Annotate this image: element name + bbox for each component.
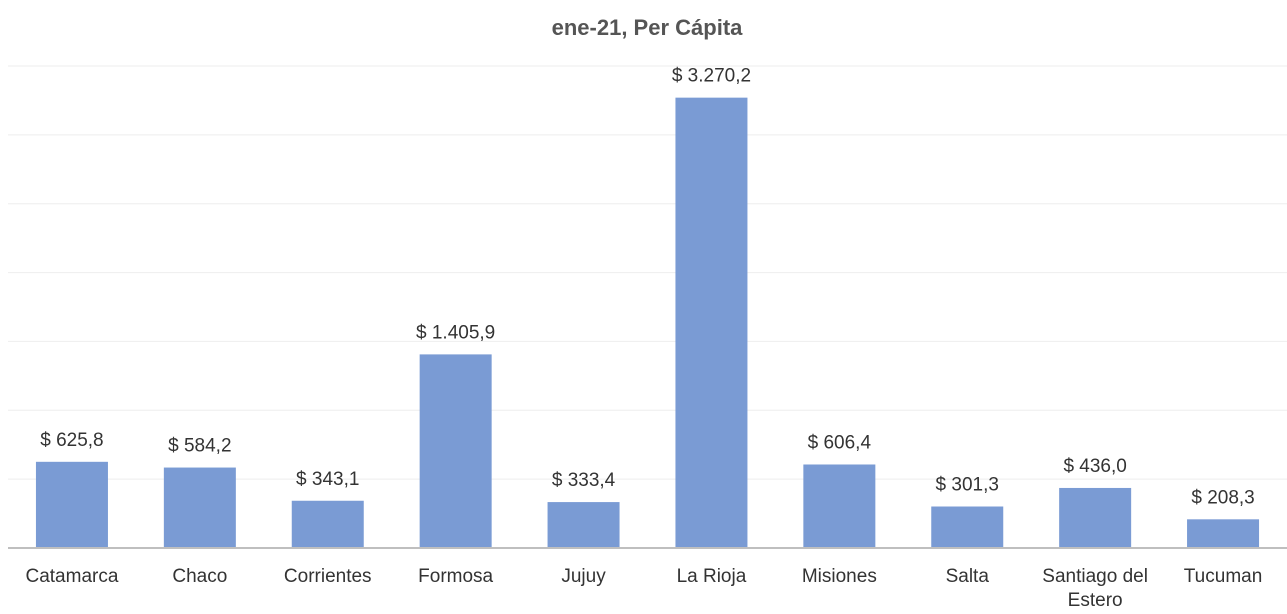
x-tick-label: La Rioja xyxy=(676,566,747,587)
data-label: $ 584,2 xyxy=(168,436,231,457)
x-tick-label: Santiago del Estero xyxy=(1042,566,1148,611)
bar xyxy=(419,354,492,548)
data-label: $ 343,1 xyxy=(296,469,359,490)
x-tick-label-box: La Rioja xyxy=(676,566,747,587)
data-label: $ 436,0 xyxy=(1063,456,1126,477)
bar xyxy=(1187,519,1260,548)
x-tick-label: Salta xyxy=(945,566,989,587)
x-tick-label-box: Chaco xyxy=(172,566,228,587)
bar xyxy=(1059,487,1132,548)
x-tick-label-box: Santiago del Estero xyxy=(1042,566,1148,611)
x-tick-label-box: Corrientes xyxy=(283,566,372,587)
bar xyxy=(547,502,620,548)
data-label: $ 333,4 xyxy=(552,470,616,491)
bar xyxy=(291,500,364,548)
data-label: $ 1.405,9 xyxy=(416,322,495,343)
x-tick-label: Catamarca xyxy=(25,566,119,587)
x-tick-label: Corrientes xyxy=(283,566,372,587)
x-tick-label-box: Salta xyxy=(945,566,989,587)
data-label: $ 3.270,2 xyxy=(672,66,751,87)
x-tick-label: Chaco xyxy=(172,566,228,587)
chart-title: ene-21, Per Cápita xyxy=(552,15,744,40)
data-label: $ 606,4 xyxy=(808,433,872,454)
x-tick-label-box: Jujuy xyxy=(561,566,606,587)
bar xyxy=(931,506,1004,548)
x-tick-label-box: Catamarca xyxy=(25,566,119,587)
x-tick-label-box: Formosa xyxy=(418,566,494,587)
bar xyxy=(163,467,236,548)
x-tick-label-box: Misiones xyxy=(801,566,877,587)
bar xyxy=(803,464,876,548)
data-label: $ 301,3 xyxy=(936,475,999,496)
bar xyxy=(675,97,748,549)
bar xyxy=(35,461,108,548)
x-tick-label: Tucuman xyxy=(1183,566,1263,587)
x-tick-label: Misiones xyxy=(801,566,877,587)
x-tick-label: Formosa xyxy=(418,566,494,587)
data-label: $ 208,3 xyxy=(1191,487,1254,508)
data-label: $ 625,8 xyxy=(40,430,103,451)
x-tick-label: Jujuy xyxy=(561,566,606,587)
x-tick-label-box: Tucuman xyxy=(1183,566,1263,587)
